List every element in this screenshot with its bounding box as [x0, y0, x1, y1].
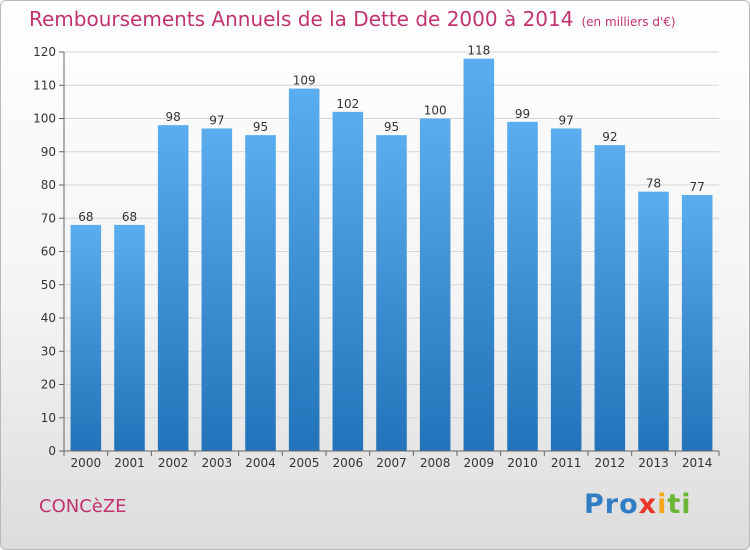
- bar: [288, 88, 320, 451]
- bar: [114, 224, 145, 451]
- data-label: 97: [209, 113, 224, 127]
- x-tick-label: 2013: [638, 456, 669, 470]
- chart-title-text: Remboursements Annuels de la Dette de 20…: [29, 7, 574, 31]
- bar: [201, 128, 233, 451]
- x-tick-label: 2002: [158, 456, 189, 470]
- y-tick-label: 60: [41, 245, 56, 259]
- data-label: 68: [122, 210, 137, 224]
- proxiti-logo: Proxiti: [584, 489, 692, 520]
- y-tick-label: 20: [41, 378, 56, 392]
- y-tick-label: 0: [48, 444, 56, 458]
- y-tick-label: 80: [41, 178, 56, 192]
- bar: [157, 125, 189, 452]
- x-tick-label: 2012: [595, 456, 626, 470]
- data-label: 77: [690, 180, 705, 194]
- bar: [594, 145, 626, 451]
- data-label: 109: [293, 74, 316, 88]
- data-label: 95: [384, 120, 399, 134]
- x-tick-label: 2000: [71, 456, 102, 470]
- x-tick-label: 2004: [245, 456, 276, 470]
- bar: [332, 111, 364, 451]
- data-label: 78: [646, 177, 661, 191]
- bar: [638, 191, 669, 451]
- data-label: 118: [467, 44, 490, 58]
- x-tick-label: 2009: [464, 456, 495, 470]
- data-label: 97: [559, 113, 574, 127]
- data-label: 102: [336, 97, 359, 111]
- data-label: 99: [515, 107, 530, 121]
- logo-part-1: Pro: [584, 489, 639, 520]
- commune-name: CONCèZE: [39, 496, 127, 517]
- y-tick-label: 90: [41, 145, 56, 159]
- bar: [681, 194, 713, 451]
- x-tick-label: 2001: [114, 456, 145, 470]
- y-tick-label: 120: [33, 45, 56, 59]
- x-tick-label: 2007: [376, 456, 407, 470]
- x-tick-label: 2003: [202, 456, 233, 470]
- chart-unit-label: (en milliers d'€): [581, 15, 676, 29]
- y-tick-label: 110: [33, 78, 56, 92]
- y-tick-label: 50: [41, 278, 56, 292]
- data-label: 100: [424, 104, 447, 118]
- data-label: 95: [253, 120, 268, 134]
- logo-part-3: i: [657, 489, 668, 520]
- bars: 68 68 98 97 95 109 102 95 100 118 99 97 92 78 77: [70, 44, 713, 452]
- chart-title: Remboursements Annuels de la Dette de 20…: [29, 7, 676, 31]
- y-tick-label: 40: [41, 311, 56, 325]
- y-tick-label: 10: [41, 411, 56, 425]
- bar: [463, 58, 495, 452]
- axes: 0 10 20 30 40 50 60 70 80 90 100 110 120 2000 2001 2002…: [33, 45, 720, 470]
- y-tick-label: 70: [41, 211, 56, 225]
- x-tick-label: 2014: [682, 456, 713, 470]
- x-tick-label: 2005: [289, 456, 320, 470]
- data-label: 68: [78, 210, 93, 224]
- bar: [550, 128, 582, 451]
- bar: [507, 121, 538, 451]
- logo-part-4: ti: [667, 489, 692, 520]
- data-label: 92: [602, 130, 617, 144]
- x-tick-label: 2006: [333, 456, 364, 470]
- x-tick-label: 2010: [507, 456, 538, 470]
- x-tick-label: 2008: [420, 456, 451, 470]
- bar: [419, 118, 451, 451]
- logo-part-2: x: [638, 489, 658, 520]
- y-tick-label: 30: [41, 344, 56, 358]
- bar: [70, 224, 102, 451]
- y-tick-label: 100: [33, 112, 56, 126]
- bar: [245, 135, 276, 451]
- x-tick-label: 2011: [551, 456, 582, 470]
- bar: [376, 135, 407, 451]
- data-label: 98: [166, 110, 181, 124]
